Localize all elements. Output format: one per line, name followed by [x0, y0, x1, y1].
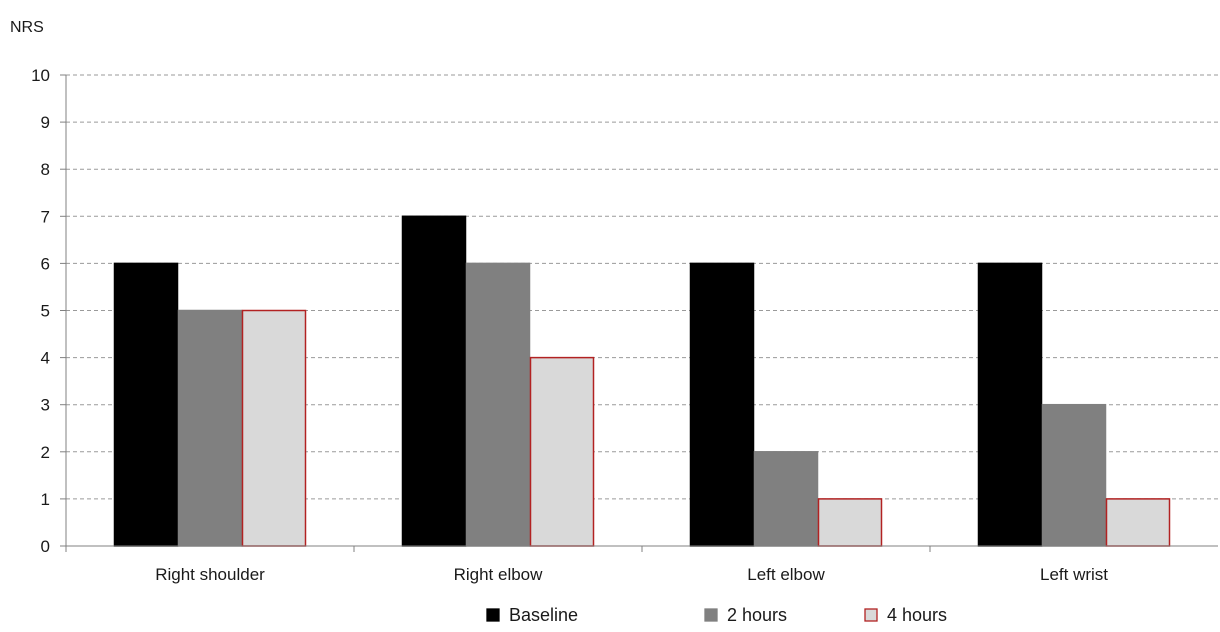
y-tick-label: 8	[41, 160, 50, 179]
legend-swatch-4-hours	[864, 608, 878, 622]
bar-4-hours-right-shoulder	[241, 309, 307, 547]
y-tick-label: 0	[41, 537, 50, 556]
bar-2-hours-left-wrist	[1041, 403, 1107, 547]
bar-2-hours-right-elbow	[465, 262, 531, 547]
legend-swatch-2-hours	[704, 608, 718, 622]
bar-2-hours-right-shoulder	[177, 309, 243, 547]
y-tick-label: 7	[41, 207, 50, 226]
x-tick-label: Right elbow	[454, 565, 544, 584]
y-tick-label: 3	[41, 396, 50, 415]
y-tick-label: 2	[41, 443, 50, 462]
bar-2-hours-left-elbow	[753, 451, 819, 547]
axes: 0 1 2 3 4 5 6 7 8 9 10 Right shoulder Right elbow Lef…	[31, 66, 1218, 584]
bar-4-hours-left-elbow	[817, 498, 883, 547]
legend-label: Baseline	[509, 605, 578, 625]
bar-baseline-right-shoulder	[113, 262, 179, 547]
y-tick-label: 1	[41, 490, 50, 509]
y-tick-label: 6	[41, 254, 50, 273]
x-tick-label: Left elbow	[747, 565, 825, 584]
bar-baseline-right-elbow	[401, 215, 467, 547]
bars	[113, 215, 1171, 547]
x-tick-label: Left wrist	[1040, 565, 1108, 584]
legend-label: 4 hours	[887, 605, 947, 625]
legend-label: 2 hours	[727, 605, 787, 625]
y-tick-label: 9	[41, 113, 50, 132]
y-axis-label: NRS	[10, 19, 44, 36]
y-tick-label: 10	[31, 66, 50, 85]
legend: Baseline 2 hours 4 hours	[486, 605, 947, 625]
legend-swatch-baseline	[486, 608, 500, 622]
bar-baseline-left-wrist	[977, 262, 1043, 547]
bar-4-hours-left-wrist	[1105, 498, 1171, 547]
x-tick-label: Right shoulder	[155, 565, 265, 584]
y-tick-label: 4	[41, 349, 50, 368]
y-tick-label: 5	[41, 302, 50, 321]
bar-baseline-left-elbow	[689, 262, 755, 547]
bar-4-hours-right-elbow	[529, 356, 595, 547]
